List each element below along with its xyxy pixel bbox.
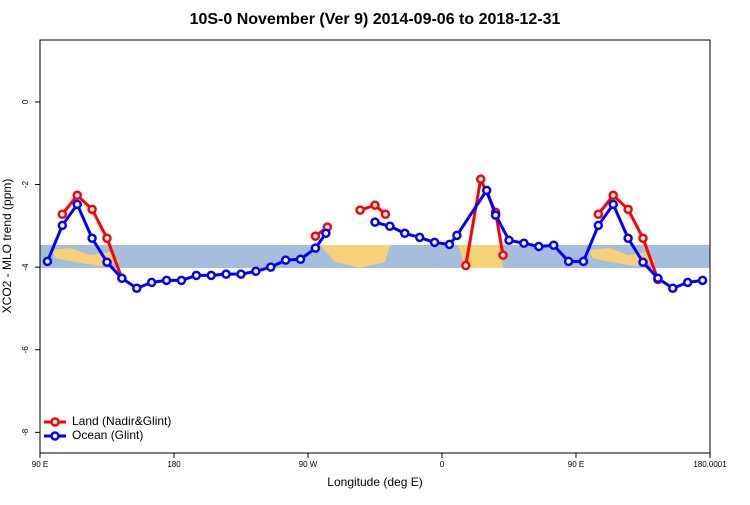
x-tick-label: 0 — [440, 460, 445, 469]
legend-label: Ocean (Glint) — [72, 428, 143, 442]
data-point — [191, 270, 202, 281]
chart-title: 10S-0 November (Ver 9) 2014-09-06 to 201… — [190, 11, 561, 28]
data-point — [475, 174, 486, 184]
data-point — [280, 255, 291, 265]
data-point — [117, 273, 127, 284]
data-point — [321, 228, 331, 239]
data-point — [498, 250, 508, 260]
data-point — [310, 231, 321, 241]
x-tick-label: 90 E — [568, 460, 584, 469]
data-point — [385, 221, 395, 232]
data-point — [102, 233, 112, 243]
data-point — [623, 204, 633, 215]
data-point — [87, 233, 97, 243]
data-point — [638, 257, 648, 267]
data-point — [295, 254, 306, 265]
data-point — [697, 275, 708, 286]
data-point — [400, 228, 410, 239]
data-point — [578, 256, 589, 267]
data-point — [593, 220, 604, 231]
data-point — [682, 277, 693, 288]
data-point — [490, 210, 501, 220]
y-tick-label: -4 — [21, 263, 30, 271]
data-point — [206, 270, 216, 281]
data-point — [146, 277, 157, 288]
data-point — [519, 238, 529, 248]
data-point — [266, 262, 276, 272]
data-point — [236, 269, 246, 279]
data-point — [504, 235, 514, 246]
x-tick-label: 90 W — [299, 460, 318, 469]
data-point — [452, 230, 462, 241]
y-tick-label: -6 — [21, 346, 30, 354]
data-point — [380, 209, 391, 220]
x-axis-label: Longitude (deg E) — [327, 475, 422, 489]
data-point — [414, 232, 425, 243]
y-axis-label: XCO2 - MLO trend (ppm) — [0, 179, 14, 314]
data-point — [638, 233, 648, 243]
data-point — [444, 239, 455, 250]
data-point — [221, 269, 231, 279]
x-tick-label: 180 — [167, 460, 181, 469]
data-point — [57, 209, 68, 220]
data-point — [355, 205, 365, 215]
data-point — [593, 209, 604, 220]
data-point — [563, 256, 574, 267]
data-point — [429, 237, 440, 248]
x-tick-label: 90 E — [32, 460, 48, 469]
data-point — [370, 200, 380, 210]
data-point — [72, 190, 82, 201]
data-point — [57, 220, 68, 231]
data-point — [176, 275, 187, 286]
plot-frame — [39, 39, 711, 454]
data-point — [370, 217, 380, 227]
legend-marker — [50, 431, 60, 441]
data-point — [72, 199, 82, 210]
legend-marker — [50, 417, 60, 427]
data-point — [461, 260, 471, 271]
legend: Land (Nadir&Glint)Ocean (Glint) — [44, 414, 171, 442]
land-shape — [320, 245, 390, 268]
data-point — [481, 185, 492, 196]
data-point — [653, 273, 663, 284]
y-tick-label: -2 — [21, 180, 30, 188]
y-tick-label: 0 — [21, 99, 30, 104]
data-point — [102, 257, 112, 267]
y-tick-label: -8 — [21, 428, 30, 436]
data-point — [608, 190, 618, 201]
data-point — [87, 204, 97, 215]
data-point — [548, 240, 559, 251]
data-point — [668, 283, 678, 293]
data-point — [623, 233, 633, 243]
map-band — [40, 245, 710, 268]
data-point — [608, 199, 618, 210]
data-point — [161, 275, 172, 286]
data-point — [132, 283, 142, 293]
data-point — [251, 266, 261, 277]
data-point — [310, 243, 321, 253]
x-tick-label: 180.0001 — [693, 460, 727, 469]
legend-label: Land (Nadir&Glint) — [72, 414, 171, 428]
data-point — [42, 256, 53, 267]
data-point — [534, 241, 544, 252]
